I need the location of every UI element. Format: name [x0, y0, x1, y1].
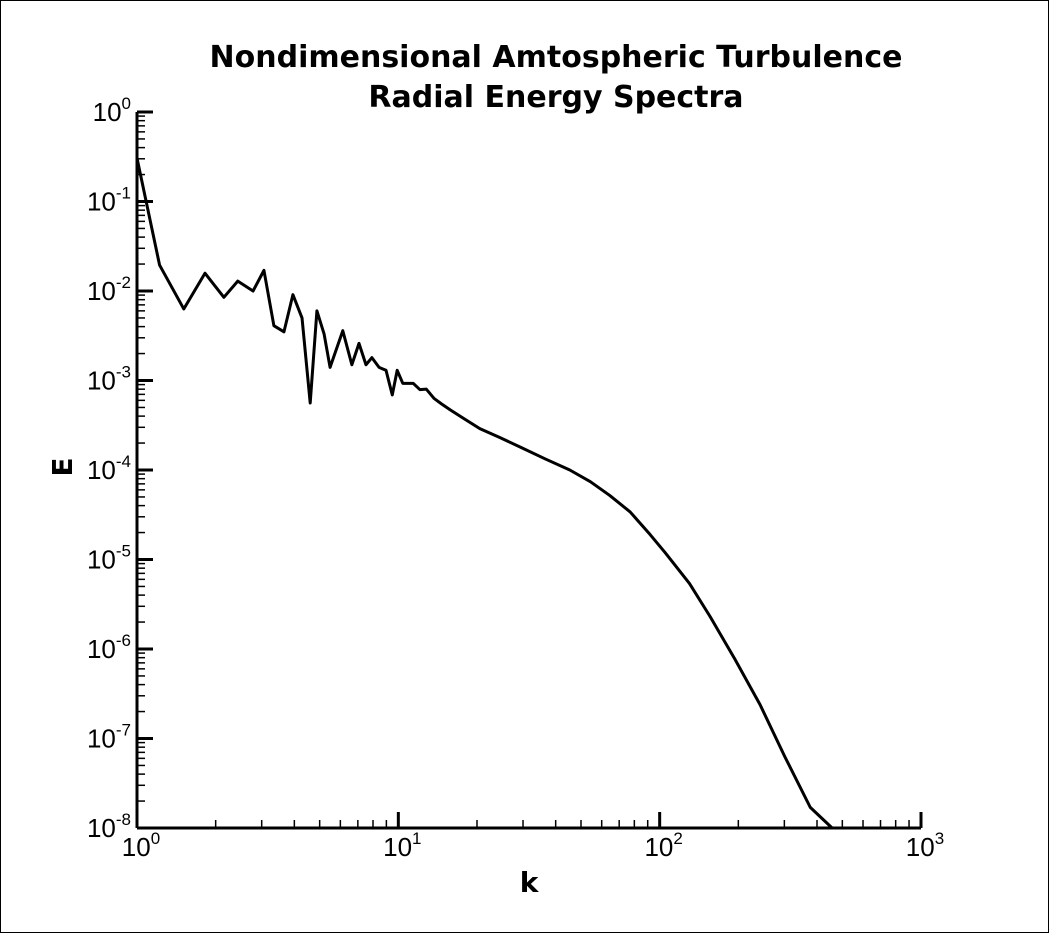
y-tick-label: -1 — [116, 184, 131, 203]
y-tick-label: -3 — [116, 363, 131, 382]
y-tick-label: -8 — [116, 810, 131, 829]
y-tick-label: 10-1 — [87, 184, 131, 217]
y-tick-label: -7 — [116, 721, 131, 740]
data-line — [135, 157, 834, 830]
y-tick-label: 0 — [122, 94, 131, 113]
x-tick-label: 1 — [412, 829, 421, 848]
y-tick-label: 10-4 — [87, 452, 131, 485]
y-tick-label: -2 — [116, 273, 131, 292]
y-tick-label: -6 — [116, 631, 131, 650]
x-tick-label: 102 — [644, 829, 682, 862]
y-tick-label: 10 — [93, 97, 122, 127]
x-axis-label: k — [520, 866, 540, 899]
y-tick-label: -5 — [116, 542, 131, 561]
y-tick-label: 10-8 — [87, 810, 131, 843]
y-tick-label: 10 — [87, 276, 116, 306]
y-tick-label: 10 — [87, 366, 116, 396]
y-tick-label: -4 — [116, 452, 131, 471]
y-tick-label: 10-7 — [87, 721, 131, 754]
y-tick-label: 10-3 — [87, 363, 131, 396]
x-tick-label: 10 — [383, 832, 412, 862]
y-tick-label: 10 — [87, 455, 116, 485]
y-tick-label: 10-6 — [87, 631, 131, 664]
chart-title: Radial Energy Spectra — [368, 80, 743, 115]
x-tick-label: 3 — [935, 829, 944, 848]
y-tick-label: 10-2 — [87, 273, 131, 306]
x-tick-label: 0 — [151, 829, 160, 848]
y-tick-label: 10 — [87, 187, 116, 217]
chart-title: Nondimensional Amtospheric Turbulence — [210, 40, 903, 75]
y-tick-label: 10 — [87, 813, 116, 843]
y-tick-label: 10 — [87, 545, 116, 575]
y-tick-label: 100 — [93, 94, 131, 127]
x-tick-label: 101 — [383, 829, 421, 862]
x-tick-label: 10 — [122, 832, 151, 862]
y-tick-label: 10 — [87, 724, 116, 754]
x-tick-label: 2 — [673, 829, 682, 848]
x-tick-label: 10 — [906, 832, 935, 862]
x-tick-label: 10 — [644, 832, 673, 862]
y-tick-label: 10 — [87, 634, 116, 664]
y-axis-label: E — [46, 457, 79, 476]
y-tick-label: 10-5 — [87, 542, 131, 575]
x-tick-label: 100 — [122, 829, 160, 862]
x-tick-label: 103 — [906, 829, 944, 862]
